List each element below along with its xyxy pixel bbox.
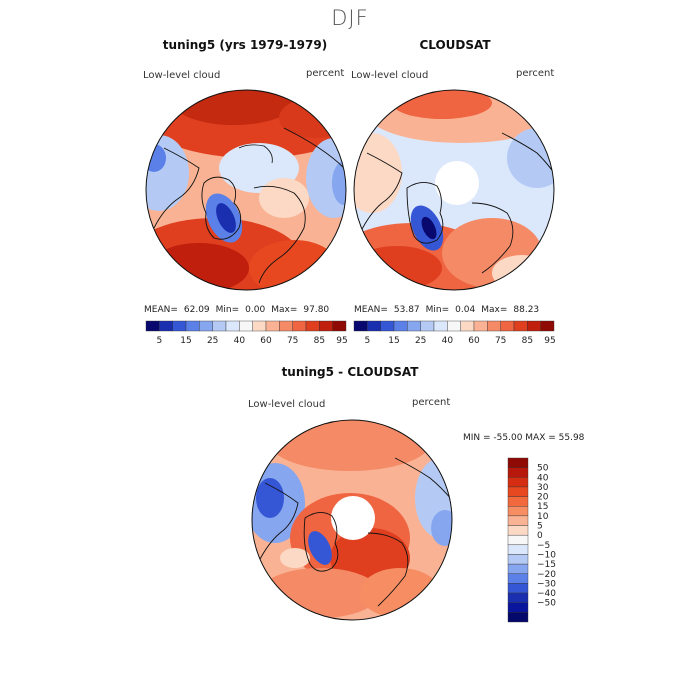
obs-colorbar-swatch [527, 320, 541, 332]
obs-colorbar-tick-label: 15 [388, 336, 399, 346]
obs-colorbar-swatch [393, 320, 408, 332]
diff-units-label: percent [412, 397, 451, 408]
diff-colorbar-swatch [507, 515, 529, 526]
diff-colorbar-tick-label: 20 [537, 493, 549, 503]
obs-colorbar-swatch [447, 320, 461, 332]
obs-colorbar-swatch [420, 320, 435, 332]
diff-colorbar-swatch [507, 544, 529, 555]
diff-colorbar-tick-label: 15 [537, 502, 548, 512]
obs-colorbar: 5 15 25 40 60 75 85 95 [353, 320, 556, 346]
diff-colorbar-tick-label: 40 [537, 473, 549, 483]
obs-colorbar-tick-label: 25 [415, 336, 426, 346]
diff-colorbar-tick-label: 0 [537, 531, 543, 541]
obs-field-label: Low-level cloud [351, 70, 429, 81]
model-colorbar-tick-label: 85 [314, 336, 325, 346]
model-colorbar-swatch [185, 320, 200, 332]
diff-colorbar-swatch [507, 554, 529, 565]
model-units-label: percent [306, 68, 345, 79]
diff-colorbar-swatch [507, 602, 529, 613]
diff-colorbar-swatch [507, 467, 529, 478]
obs-colorbar-tick-label: 60 [468, 336, 480, 346]
obs-colorbar-tick-label: 85 [522, 336, 533, 346]
model-colorbar-swatch [225, 320, 240, 332]
diff-colorbar-swatch [507, 534, 529, 546]
model-polar-map [145, 89, 347, 291]
model-colorbar-swatch [252, 320, 267, 332]
model-colorbar-swatch [212, 320, 227, 332]
diff-colorbar-tick-label: −50 [537, 599, 556, 609]
obs-colorbar-tick-label: 75 [495, 336, 506, 346]
diff-colorbar-swatch [507, 583, 529, 594]
model-colorbar-swatch [332, 320, 347, 332]
model-colorbar-tick-label: 60 [260, 336, 272, 346]
model-colorbar-swatch [172, 320, 187, 332]
obs-colorbar-swatch [500, 320, 515, 332]
diff-colorbar-tick-label: −15 [537, 560, 556, 570]
diff-colorbar-swatch [507, 563, 529, 574]
model-colorbar-swatch [145, 320, 160, 332]
season-title: DJF [331, 6, 369, 30]
diff-stats: MIN = -55.00 MAX = 55.98 [463, 433, 585, 443]
diff-colorbar-tick-label: 30 [537, 483, 549, 493]
diff-colorbar-swatch [507, 477, 529, 488]
model-colorbar-swatch [305, 320, 320, 332]
obs-colorbar-swatch [487, 320, 501, 332]
obs-colorbar-swatch [460, 320, 475, 332]
obs-colorbar-tick-label: 95 [544, 336, 555, 346]
obs-units-label: percent [516, 68, 555, 79]
model-panel-title: tuning5 (yrs 1979-1979) [162, 38, 328, 52]
diff-colorbar-swatch [507, 496, 529, 507]
model-colorbar-tick-label: 40 [234, 336, 246, 346]
diff-colorbar-tick-label: 5 [537, 522, 543, 532]
diff-colorbar-swatch [507, 573, 529, 584]
model-colorbar: 5 15 25 40 60 75 85 95 [145, 320, 348, 346]
diff-panel-title: tuning5 - CLOUDSAT [281, 365, 419, 379]
diff-colorbar-swatch [507, 592, 529, 603]
model-colorbar-tick-label: 25 [207, 336, 218, 346]
model-field-label: Low-level cloud [143, 70, 221, 81]
obs-colorbar-swatch [513, 320, 528, 332]
diff-colorbar-swatch [507, 457, 529, 468]
model-colorbar-swatch [265, 320, 280, 332]
model-colorbar-tick-label: 95 [336, 336, 347, 346]
model-colorbar-swatch [292, 320, 307, 332]
model-colorbar-tick-label: 75 [287, 336, 298, 346]
model-colorbar-swatch [279, 320, 293, 332]
diff-colorbar-tick-label: −5 [537, 541, 550, 551]
model-colorbar-swatch [319, 320, 333, 332]
diff-colorbar-swatch [507, 612, 529, 623]
diff-colorbar-swatch [507, 506, 529, 517]
obs-stats: MEAN= 53.87 Min= 0.04 Max= 88.23 [354, 305, 540, 315]
diff-field-label: Low-level cloud [248, 399, 326, 410]
model-colorbar-swatch [159, 320, 173, 332]
obs-colorbar-swatch [353, 320, 368, 332]
obs-polar-map [353, 89, 555, 291]
diff-colorbar-tick-label: −40 [537, 589, 556, 599]
obs-colorbar-swatch [473, 320, 488, 332]
obs-colorbar-tick-label: 5 [364, 336, 370, 346]
obs-colorbar-swatch [540, 320, 555, 332]
model-colorbar-tick-label: 15 [180, 336, 191, 346]
obs-colorbar-tick-label: 40 [442, 336, 454, 346]
diff-polar-map [251, 419, 453, 621]
diff-colorbar-swatch [507, 525, 529, 536]
model-colorbar-swatch [239, 320, 253, 332]
diff-colorbar-tick-label: 50 [537, 464, 549, 474]
obs-colorbar-swatch [433, 320, 448, 332]
obs-colorbar-swatch [367, 320, 381, 332]
diff-colorbar-tick-label: −30 [537, 579, 556, 589]
model-stats: MEAN= 62.09 Min= 0.00 Max= 97.80 [144, 305, 330, 315]
diff-colorbar-swatch [507, 486, 529, 497]
diff-colorbar-tick-label: 10 [537, 512, 549, 522]
model-colorbar-swatch [199, 320, 213, 332]
diff-colorbar-tick-label: −10 [537, 550, 556, 560]
obs-colorbar-swatch [380, 320, 395, 332]
obs-panel-title: CLOUDSAT [419, 38, 491, 52]
model-colorbar-tick-label: 5 [156, 336, 162, 346]
diff-colorbar-tick-label: −20 [537, 570, 556, 580]
obs-colorbar-swatch [407, 320, 421, 332]
